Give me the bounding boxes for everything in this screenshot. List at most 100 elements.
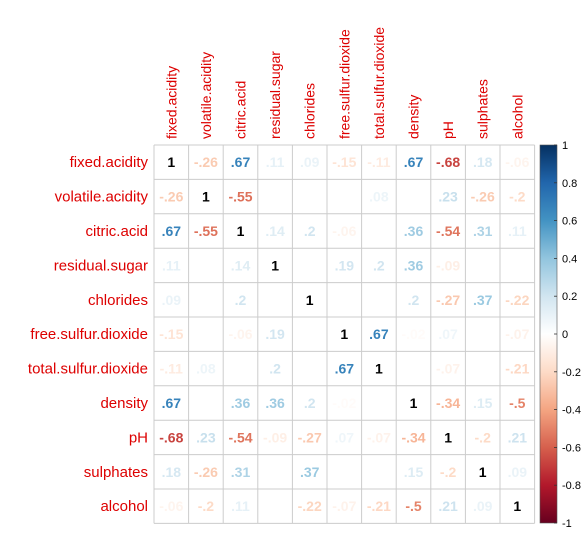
correlation-value-density-fixed.acidity: .67 xyxy=(162,395,182,411)
row-label-chlorides: chlorides xyxy=(88,292,148,309)
correlation-value-fixed.acidity-volatile.acidity: -.26 xyxy=(194,154,218,170)
correlation-value-free.sulfur.dioxide-free.sulfur.dioxide: 1 xyxy=(340,326,348,342)
correlation-value-fixed.acidity-density: .67 xyxy=(404,154,424,170)
correlation-value-fixed.acidity-fixed.acidity: 1 xyxy=(167,154,175,170)
column-label-density: density xyxy=(406,95,422,139)
column-label-citric.acid: citric.acid xyxy=(233,81,249,139)
correlation-value-chlorides-pH: -.27 xyxy=(436,292,460,308)
correlation-value-citric.acid-volatile.acidity: -.55 xyxy=(194,223,218,239)
correlation-value-total.sulfur.dioxide-total.sulfur.dioxide: 1 xyxy=(375,361,383,377)
correlation-value-citric.acid-chlorides: .2 xyxy=(304,223,316,239)
correlation-value-residual.sugar-citric.acid: .14 xyxy=(231,257,251,273)
correlation-value-free.sulfur.dioxide-pH: .07 xyxy=(438,326,458,342)
column-label-volatile.acidity: volatile.acidity xyxy=(198,52,214,139)
row-label-density: density xyxy=(100,395,148,412)
correlation-value-residual.sugar-density: .36 xyxy=(404,257,424,273)
colorbar-tick-label: -1 xyxy=(562,518,572,530)
correlation-value-pH-alcohol: .21 xyxy=(508,429,528,445)
correlation-value-volatile.acidity-alcohol: -.2 xyxy=(509,189,526,205)
correlation-value-density-sulphates: .15 xyxy=(473,395,493,411)
row-label-alcohol: alcohol xyxy=(100,498,148,515)
colorbar-tick-label: 1 xyxy=(562,140,568,152)
row-label-fixed.acidity: fixed.acidity xyxy=(70,154,149,171)
correlation-value-density-chlorides: .2 xyxy=(304,395,316,411)
correlation-value-pH-total.sulfur.dioxide: -.07 xyxy=(367,429,391,445)
correlation-value-volatile.acidity-total.sulfur.dioxide: .08 xyxy=(369,189,389,205)
correlation-value-fixed.acidity-pH: -.68 xyxy=(436,154,460,170)
correlation-value-pH-chlorides: -.27 xyxy=(298,429,322,445)
correlation-value-alcohol-sulphates: .09 xyxy=(473,498,493,514)
correlation-value-fixed.acidity-free.sulfur.dioxide: -.15 xyxy=(332,154,356,170)
column-label-chlorides: chlorides xyxy=(302,83,318,139)
correlation-value-free.sulfur.dioxide-density: -.02 xyxy=(401,326,425,342)
column-label-free.sulfur.dioxide: free.sulfur.dioxide xyxy=(336,29,352,139)
correlation-value-total.sulfur.dioxide-alcohol: -.21 xyxy=(505,361,529,377)
correlation-value-volatile.acidity-volatile.acidity: 1 xyxy=(202,189,210,205)
correlation-value-fixed.acidity-residual.sugar: .11 xyxy=(266,154,285,170)
correlation-value-volatile.acidity-sulphates: -.26 xyxy=(471,189,495,205)
correlation-value-alcohol-density: -.5 xyxy=(405,498,422,514)
correlation-value-chlorides-density: .2 xyxy=(408,292,420,308)
correlation-value-pH-fixed.acidity: -.68 xyxy=(159,429,183,445)
correlation-value-citric.acid-pH: -.54 xyxy=(436,223,460,239)
correlation-value-density-alcohol: -.5 xyxy=(509,395,526,411)
correlation-value-fixed.acidity-chlorides: .09 xyxy=(300,154,320,170)
colorbar: 1 0.8 0.6 0.4 0.2 0 -0.2 -0.4 -0.6 -0.8 -1 xyxy=(539,140,581,530)
column-label-pH: pH xyxy=(440,121,456,139)
correlation-value-citric.acid-residual.sugar: .14 xyxy=(265,223,285,239)
correlation-value-sulphates-chlorides: .37 xyxy=(300,464,320,480)
grid xyxy=(153,144,536,524)
correlation-value-pH-volatile.acidity: .23 xyxy=(196,429,216,445)
correlation-value-residual.sugar-pH: -.09 xyxy=(436,257,460,273)
column-label-total.sulfur.dioxide: total.sulfur.dioxide xyxy=(371,27,387,139)
correlation-value-pH-pH: 1 xyxy=(444,429,452,445)
colorbar-tick-label: 0.2 xyxy=(562,291,577,303)
correlation-value-pH-citric.acid: -.54 xyxy=(228,429,252,445)
correlation-value-citric.acid-sulphates: .31 xyxy=(473,223,493,239)
correlation-value-pH-free.sulfur.dioxide: .07 xyxy=(335,429,355,445)
colorbar-tick-label: 0 xyxy=(562,329,568,341)
correlation-value-alcohol-volatile.acidity: -.2 xyxy=(198,498,215,514)
correlation-value-chlorides-fixed.acidity: .09 xyxy=(162,292,182,308)
correlation-value-sulphates-sulphates: 1 xyxy=(479,464,487,480)
correlation-value-density-pH: -.34 xyxy=(436,395,460,411)
correlation-value-residual.sugar-free.sulfur.dioxide: .19 xyxy=(335,257,355,273)
colorbar-tick-label: 0.6 xyxy=(562,216,577,228)
correlation-value-free.sulfur.dioxide-alcohol: -.07 xyxy=(505,326,529,342)
colorbar-tick-label: -0.2 xyxy=(562,367,581,379)
correlation-value-pH-sulphates: -.2 xyxy=(475,429,492,445)
correlation-value-alcohol-free.sulfur.dioxide: -.07 xyxy=(332,498,356,514)
correlation-value-citric.acid-density: .36 xyxy=(404,223,424,239)
correlation-value-citric.acid-citric.acid: 1 xyxy=(237,223,245,239)
column-label-fixed.acidity: fixed.acidity xyxy=(163,66,179,139)
row-label-sulphates: sulphates xyxy=(84,464,148,481)
row-label-pH: pH xyxy=(129,429,148,446)
correlation-value-volatile.acidity-citric.acid: -.55 xyxy=(228,189,252,205)
row-label-free.sulfur.dioxide: free.sulfur.dioxide xyxy=(30,326,148,343)
colorbar-tick-label: -0.6 xyxy=(562,442,581,454)
correlation-value-chlorides-alcohol: -.22 xyxy=(505,292,529,308)
correlation-value-citric.acid-alcohol: .11 xyxy=(508,223,527,239)
colorbar-tick-label: -0.8 xyxy=(562,480,581,492)
correlation-value-density-residual.sugar: .36 xyxy=(265,395,285,411)
row-labels: fixed.acidity volatile.acidity citric.acid… xyxy=(28,154,149,515)
correlation-value-chlorides-sulphates: .37 xyxy=(473,292,493,308)
correlation-value-alcohol-pH: .21 xyxy=(438,498,458,514)
correlation-value-sulphates-volatile.acidity: -.26 xyxy=(194,464,218,480)
column-label-alcohol: alcohol xyxy=(509,95,525,139)
correlation-value-sulphates-citric.acid: .31 xyxy=(231,464,251,480)
correlation-value-citric.acid-fixed.acidity: .67 xyxy=(162,223,182,239)
correlation-value-alcohol-alcohol: 1 xyxy=(513,498,521,514)
correlation-value-fixed.acidity-total.sulfur.dioxide: -.11 xyxy=(367,154,391,170)
correlation-value-citric.acid-free.sulfur.dioxide: -.06 xyxy=(332,223,356,239)
correlation-value-density-free.sulfur.dioxide: -.02 xyxy=(332,395,356,411)
correlation-value-sulphates-fixed.acidity: .18 xyxy=(162,464,182,480)
correlation-value-residual.sugar-total.sulfur.dioxide: .2 xyxy=(373,257,385,273)
correlation-value-volatile.acidity-fixed.acidity: -.26 xyxy=(159,189,183,205)
correlation-value-free.sulfur.dioxide-citric.acid: -.06 xyxy=(228,326,252,342)
correlation-value-fixed.acidity-citric.acid: .67 xyxy=(231,154,251,170)
correlation-value-total.sulfur.dioxide-pH: -.07 xyxy=(436,361,460,377)
correlation-value-sulphates-pH: -.2 xyxy=(440,464,457,480)
column-label-residual.sugar: residual.sugar xyxy=(267,51,283,139)
correlation-value-free.sulfur.dioxide-residual.sugar: .19 xyxy=(265,326,285,342)
